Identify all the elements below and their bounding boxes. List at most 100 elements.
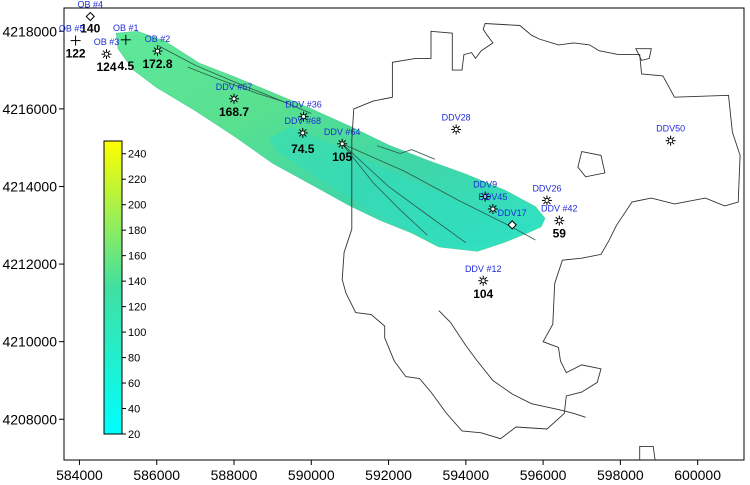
colorbar-tick-label: 180 — [128, 225, 146, 237]
colorbar: 20 40 60 80 100 120 140 160 180 200 220 240 — [103, 140, 146, 441]
well-star-icon — [556, 218, 562, 224]
well-name: DDV #36 — [285, 100, 322, 110]
well-value: 140 — [80, 22, 100, 36]
x-tick-label: 590000 — [288, 467, 335, 483]
well-value: 124 — [96, 60, 116, 74]
y-tick-label: 4212000 — [2, 256, 57, 272]
well-name: DDV #64 — [324, 127, 361, 137]
well-name: DDV28 — [442, 112, 471, 122]
well-name: DDV #12 — [465, 264, 502, 274]
well-value: 104 — [473, 287, 493, 301]
well-diamond-icon — [85, 11, 95, 22]
well-marker: DDV #67 168.7 — [216, 82, 253, 119]
well-name: DDV9 — [473, 180, 497, 190]
well-name: DDV17 — [498, 208, 527, 218]
contour-line — [342, 143, 536, 241]
colorbar-tick-label: 220 — [128, 174, 146, 186]
well-star-icon — [104, 51, 109, 57]
well-star-icon — [668, 138, 673, 144]
colorbar-tick-label: 60 — [128, 378, 140, 390]
well-star-icon — [231, 96, 237, 102]
well-value: 168.7 — [219, 105, 249, 119]
well-marker: DDV17 — [498, 208, 527, 230]
well-value: 4.5 — [117, 59, 134, 73]
well-marker: OB #4 140 — [78, 0, 104, 36]
well-marker: OB #1 4.5 — [113, 23, 139, 73]
well-star-icon — [301, 114, 306, 120]
axis-layer: 584000 586000 588000 590000 592000 594000 5960… — [2, 23, 721, 483]
well-name: OB #5 — [59, 24, 85, 34]
well-star-icon — [453, 127, 459, 132]
x-tick-label: 596000 — [520, 467, 567, 483]
boundary-parcel — [639, 445, 656, 460]
well-value: 122 — [66, 47, 86, 61]
well-marker: DDV #42 59 — [541, 204, 578, 241]
well-star-icon — [482, 194, 488, 199]
y-tick-label: 4216000 — [2, 101, 57, 117]
boundary-parcel — [635, 48, 652, 61]
well-star-icon — [300, 130, 306, 136]
x-tick-label: 594000 — [442, 467, 489, 483]
well-name: DDV50 — [656, 124, 685, 134]
boundary-parcel — [577, 151, 606, 178]
well-diamond-icon — [507, 220, 517, 230]
well-value: 105 — [332, 150, 352, 164]
y-tick-label: 4218000 — [2, 23, 57, 39]
river-channel — [438, 310, 586, 418]
well-value: 59 — [553, 227, 567, 241]
data-layer — [115, 23, 741, 460]
well-name: DDV #67 — [216, 82, 253, 92]
colorbar-tick-label: 160 — [128, 251, 146, 263]
well-marker: DDV9 — [473, 180, 497, 202]
well-star-icon — [339, 141, 345, 147]
colorbar-tick-label: 140 — [128, 276, 146, 288]
well-marker: OB #3 124 — [94, 37, 120, 74]
well-star-icon — [480, 278, 486, 284]
well-marker: OB #2 172.8 — [142, 34, 172, 71]
well-name: DDV #68 — [285, 116, 322, 126]
colorbar-scale — [103, 140, 123, 435]
well-marker: DDV50 — [656, 124, 685, 146]
well-marker: DDV #64 105 — [324, 127, 361, 164]
y-tick-label: 4208000 — [2, 411, 57, 427]
contour-line — [341, 143, 467, 244]
well-marker: DDV28 — [442, 112, 471, 135]
well-star-icon — [490, 206, 496, 212]
contour-line — [187, 66, 289, 104]
well-marker: DDV26 — [532, 183, 561, 206]
well-name: OB #1 — [113, 23, 139, 33]
colorbar-tick-label: 120 — [128, 302, 146, 314]
well-marker: DDV #12 104 — [465, 264, 502, 301]
well-star-icon — [544, 198, 550, 203]
well-value: 74.5 — [291, 142, 315, 156]
plume-inner-area — [268, 126, 536, 247]
well-name: DDV45 — [478, 192, 507, 202]
well-star-icon — [155, 48, 160, 54]
colorbar-tick-label: 20 — [128, 429, 140, 441]
well-name: OB #2 — [145, 34, 171, 44]
colorbar-tick-label: 40 — [128, 404, 140, 416]
colorbar-tick-label: 200 — [128, 200, 146, 212]
well-marker: OB #5 122 — [59, 24, 86, 61]
x-tick-label: 598000 — [597, 467, 644, 483]
contour-line — [341, 143, 428, 236]
y-tick-label: 4210000 — [2, 334, 57, 350]
well-name: OB #3 — [94, 37, 120, 47]
well-name: DDV #42 — [541, 204, 578, 214]
well-name: OB #4 — [78, 0, 104, 10]
colorbar-tick-label: 80 — [128, 353, 140, 365]
y-tick-label: 4214000 — [2, 178, 57, 194]
x-tick-label: 588000 — [211, 467, 258, 483]
x-tick-label: 586000 — [133, 467, 180, 483]
colorbar-tick-label: 100 — [128, 327, 146, 339]
city-boundary — [341, 23, 741, 440]
x-tick-label: 584000 — [56, 467, 103, 483]
x-tick-label: 592000 — [365, 467, 412, 483]
well-value: 172.8 — [142, 57, 172, 71]
well-marker: DDV45 — [478, 192, 507, 214]
well-name: DDV26 — [532, 183, 561, 193]
well-marker: DDV #68 74.5 — [285, 116, 322, 156]
x-tick-label: 600000 — [674, 467, 721, 483]
